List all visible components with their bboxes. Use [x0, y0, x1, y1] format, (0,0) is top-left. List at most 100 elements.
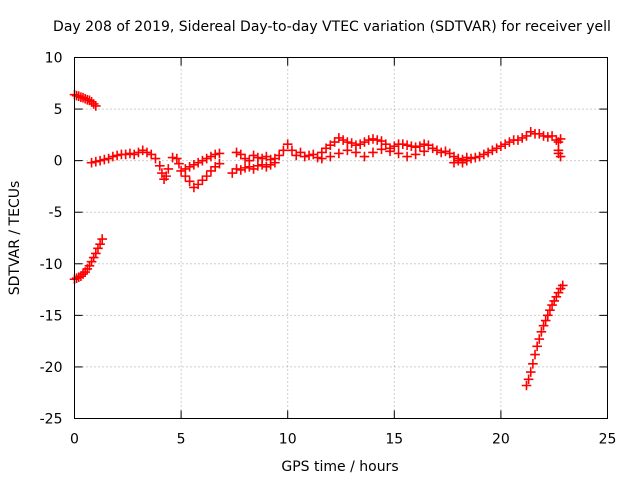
- plot-frame: [74, 57, 608, 419]
- data-point: [287, 145, 297, 156]
- data-point: [359, 151, 370, 162]
- y-tick-label: 5: [54, 102, 63, 118]
- data-point: [402, 140, 412, 150]
- data-point: [380, 139, 391, 149]
- data-point: [240, 163, 250, 173]
- data-point: [227, 168, 238, 178]
- data-point: [538, 131, 549, 141]
- data-point: [108, 151, 118, 162]
- y-tick-label: 0: [54, 154, 63, 170]
- data-point: [167, 152, 178, 163]
- x-tick-label: 5: [177, 432, 186, 448]
- data-point: [545, 305, 555, 315]
- data-point: [547, 131, 557, 141]
- data-point: [406, 141, 417, 152]
- x-tick-label: 15: [385, 432, 403, 448]
- data-point: [521, 131, 532, 141]
- data-point: [163, 164, 174, 174]
- x-axis-label: GPS time / hours: [281, 459, 398, 475]
- data-point: [325, 151, 336, 162]
- data-point: [304, 150, 314, 161]
- axis-ticks: [74, 57, 608, 419]
- data-point: [312, 152, 323, 163]
- data-point: [402, 151, 412, 162]
- y-tick-label: -10: [40, 257, 63, 273]
- data-point: [372, 135, 383, 145]
- data-point: [342, 145, 353, 156]
- data-point: [95, 239, 105, 249]
- data-point: [91, 248, 101, 259]
- data-point: [210, 149, 221, 160]
- y-tick-label: -20: [40, 360, 63, 376]
- data-point: [555, 134, 566, 144]
- data-point: [97, 234, 108, 244]
- data-point: [436, 147, 447, 158]
- data-point: [274, 150, 284, 161]
- data-point: [99, 154, 110, 165]
- data-point: [334, 148, 344, 159]
- data-point: [206, 166, 216, 176]
- data-point: [112, 150, 122, 161]
- data-point: [329, 137, 340, 147]
- y-tick-labels: -25 -20 -15 -10 -5 0 5 10: [40, 51, 63, 428]
- data-point: [150, 153, 161, 164]
- grid: [74, 57, 608, 419]
- data-point: [265, 154, 276, 165]
- data-point: [193, 179, 203, 190]
- data-point: [317, 153, 327, 164]
- data-point: [253, 161, 263, 171]
- data-point: [528, 359, 538, 369]
- data-point: [278, 145, 289, 156]
- data-point: [536, 327, 547, 337]
- x-tick-label: 10: [279, 432, 297, 448]
- data-point: [543, 132, 553, 142]
- data-point: [86, 157, 97, 168]
- x-tick-label: 20: [492, 432, 510, 448]
- data-point: [120, 149, 131, 160]
- data-point: [172, 153, 182, 164]
- x-tick-label: 0: [70, 432, 79, 448]
- x-tick-labels: 0 5 10 15 20 25: [70, 432, 616, 448]
- data-point: [470, 152, 481, 163]
- y-tick-label: -15: [40, 308, 63, 324]
- data-point: [376, 144, 387, 155]
- data-point: [201, 171, 212, 181]
- data-point: [125, 148, 135, 159]
- data-point: [174, 158, 184, 169]
- data-point: [351, 147, 361, 158]
- data-point: [521, 380, 532, 391]
- y-tick-label: -25: [40, 412, 63, 428]
- data-point: [555, 151, 566, 162]
- data-point: [538, 320, 549, 331]
- data-point: [231, 164, 242, 174]
- data-point: [91, 101, 101, 111]
- data-point: [214, 148, 225, 159]
- data-point: [523, 374, 534, 385]
- data-point: [184, 176, 195, 187]
- data-point: [410, 142, 421, 153]
- data-points: [69, 89, 568, 391]
- data-point: [299, 151, 310, 162]
- data-point: [282, 139, 293, 149]
- data-point: [534, 334, 545, 344]
- data-point: [461, 155, 472, 166]
- data-point: [532, 341, 542, 352]
- data-point: [235, 149, 246, 160]
- y-tick-label: -5: [49, 205, 63, 221]
- data-point: [393, 148, 404, 159]
- data-point: [342, 137, 353, 147]
- data-point: [530, 349, 540, 360]
- y-tick-label: 10: [45, 51, 63, 67]
- data-point: [146, 149, 157, 160]
- data-point: [154, 161, 165, 171]
- data-point: [540, 315, 551, 326]
- data-point: [91, 156, 101, 167]
- data-point: [363, 135, 374, 145]
- data-point: [161, 171, 171, 181]
- y-axis-label: SDTVAR / TECUs: [7, 181, 23, 296]
- chart-title: Day 208 of 2019, Sidereal Day-to-day VTE…: [53, 19, 611, 35]
- data-point: [557, 280, 568, 291]
- data-point: [525, 367, 536, 377]
- data-point: [197, 175, 208, 186]
